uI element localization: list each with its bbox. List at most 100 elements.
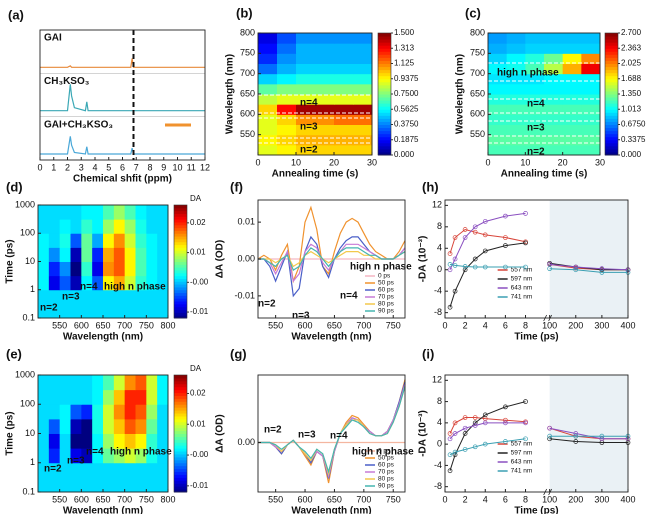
heat-cell (113, 205, 126, 220)
colorbar-strip (174, 258, 187, 262)
data-point (503, 417, 508, 423)
colorbar-strip (174, 389, 187, 394)
heat-cell (103, 448, 115, 464)
colorbar-strip (378, 148, 391, 153)
heat-cell (525, 94, 545, 105)
heat-cell (146, 289, 158, 305)
heat-cell (525, 144, 545, 156)
colorbar-strip (174, 439, 187, 443)
heat-cell (70, 389, 82, 405)
colorbar-strip (174, 241, 187, 246)
colorbar-strip (174, 436, 187, 440)
data-point (452, 288, 458, 294)
heat-cell (124, 219, 136, 234)
panel-label: (d) (6, 179, 23, 194)
heat-cell (581, 43, 601, 54)
heat-cell (157, 247, 169, 262)
data-point (452, 449, 458, 455)
heat-cell (334, 94, 354, 105)
heat-cell (70, 404, 82, 420)
data-point (462, 264, 468, 269)
x-tick-label: 4 (92, 162, 97, 172)
colorbar-strip (174, 483, 187, 487)
heat-cell (124, 289, 136, 305)
heat-cell (146, 261, 158, 277)
heat-cell (353, 144, 373, 156)
legend-label: 80 ps (378, 476, 395, 483)
colorbar-strip (174, 418, 187, 423)
heat-cell (258, 73, 278, 85)
x-tick-label: 600 (74, 494, 89, 504)
colorbar-strip (605, 133, 618, 138)
heat-cell (562, 134, 582, 146)
heat-cell (488, 124, 508, 136)
heat-cell (38, 462, 50, 478)
heat-cell (258, 134, 278, 146)
heat-cell (92, 375, 104, 391)
y-tick-label: 100 (20, 399, 35, 409)
data-point (482, 412, 488, 418)
heat-cell (353, 83, 373, 95)
data-point (523, 240, 528, 246)
heat-cell (92, 205, 104, 220)
colorbar-strip (174, 486, 187, 490)
colorbar-strip (605, 97, 618, 101)
heat-cell (506, 63, 526, 75)
heat-cell (38, 289, 50, 305)
x-tick-label: 700 (356, 494, 371, 504)
colorbar-strip (605, 115, 618, 119)
y-tick-label: 0 (437, 439, 442, 449)
colorbar-strip (605, 145, 618, 150)
data-point (472, 256, 478, 262)
colorbar-strip (378, 109, 391, 113)
data-point (472, 224, 478, 230)
colorbar-strip (174, 281, 187, 285)
legend-label: 50 ps (378, 455, 395, 462)
heat-cell (488, 63, 508, 75)
heat-cell (135, 389, 147, 405)
series-line (449, 417, 526, 434)
colorbar-strip (605, 75, 618, 80)
heat-cell (334, 124, 354, 136)
heat-cell (525, 73, 545, 85)
y-tick-label: 10 (25, 428, 35, 438)
y-axis-label: Time (ps) (5, 239, 16, 283)
heat-cell (544, 73, 564, 85)
heat-cell (277, 124, 297, 136)
data-point (447, 262, 453, 267)
annotation: n=2 (264, 425, 282, 436)
annotation: n=4 (86, 447, 104, 458)
legend-label: 741 nm (511, 294, 533, 301)
y-axis-label: ΔA (OD) (215, 414, 226, 452)
heat-cell (146, 462, 158, 478)
heat-cell (103, 205, 115, 220)
colorbar-strip (378, 118, 391, 122)
x-tick-label: 10 (520, 157, 530, 167)
heat-cell (334, 73, 354, 85)
series-line (40, 136, 205, 155)
heat-cell (334, 53, 354, 64)
colorbar-tick-label: 0.3750 (394, 120, 419, 129)
heat-cell (48, 462, 61, 478)
heat-cell (562, 104, 582, 115)
x-tick-label: 1 (51, 162, 56, 172)
heat-cell (59, 389, 71, 405)
heat-cell (135, 404, 147, 420)
colorbar-strip (174, 377, 187, 382)
heat-cell (38, 448, 50, 464)
heat-cell (315, 94, 335, 105)
heat-cell (103, 247, 115, 262)
heat-cell (488, 53, 508, 64)
x-axis-label: Wavelength (nm) (291, 506, 371, 514)
heat-cell (315, 63, 335, 75)
heat-cell (488, 144, 508, 156)
series-label: GAI+CH₃KSO₃ (44, 119, 113, 130)
heat-cell (59, 219, 71, 234)
heat-cell (277, 114, 297, 125)
y-tick-label: 700 (470, 68, 485, 78)
data-point (447, 304, 453, 310)
heat-cell (353, 43, 373, 54)
heat-cell (70, 205, 82, 220)
data-point (523, 264, 528, 270)
legend-label: 597 nm (511, 276, 533, 283)
